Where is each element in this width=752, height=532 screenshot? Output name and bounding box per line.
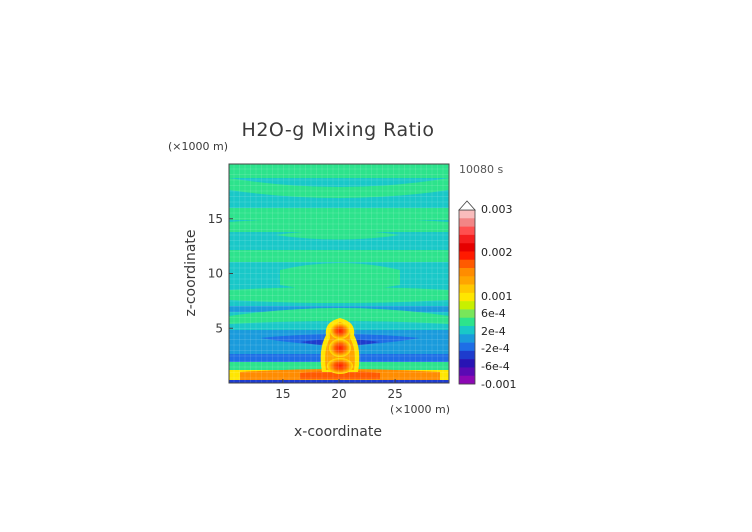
colorbar-segment <box>459 210 475 219</box>
band-9 <box>229 308 449 324</box>
band-5 <box>229 250 449 262</box>
x-unit-label: (×1000 m) <box>390 403 450 416</box>
colorbar-label: -0.001 <box>481 378 516 391</box>
x-tick-label: 15 <box>275 387 290 401</box>
band-7 <box>229 287 449 303</box>
colorbar-segment <box>459 292 475 302</box>
colorbar-segment <box>459 268 475 277</box>
colorbar-label: 0.003 <box>481 203 513 216</box>
colorbar-segment <box>459 309 475 319</box>
band-4 <box>275 230 400 240</box>
y-tick-label: 10 <box>208 267 223 281</box>
colorbar: 0.003 0.002 0.001 6e-4 2e-4 -2e-4 -6e-4 -0.001 <box>458 200 516 391</box>
colorbar-label: 0.002 <box>481 246 513 259</box>
y-tick-label: 5 <box>215 321 223 335</box>
colorbar-segment <box>459 317 475 327</box>
heatmap-field <box>229 164 449 383</box>
y-unit-label: (×1000 m) <box>168 140 228 153</box>
y-axis-label: z-coordinate <box>183 229 199 316</box>
band-3 <box>229 218 449 232</box>
colorbar-segment <box>459 367 475 377</box>
core-lower <box>327 358 353 374</box>
x-axis-label: x-coordinate <box>294 424 382 440</box>
core-middle <box>329 339 351 357</box>
colorbar-segment <box>459 218 475 227</box>
colorbar-segment <box>459 342 475 352</box>
y-axis: 5 10 15 <box>208 212 233 335</box>
colorbar-segment <box>459 334 475 343</box>
band-1 <box>229 178 449 198</box>
colorbar-segment <box>459 350 475 360</box>
grid <box>229 164 449 383</box>
colorbar-segment <box>459 276 475 285</box>
colorbar-segment <box>459 375 475 385</box>
colorbar-label: -6e-4 <box>481 360 510 373</box>
time-label: 10080 s <box>459 163 503 176</box>
bottom-red-layer <box>300 371 380 379</box>
core-upper <box>330 323 350 339</box>
colorbar-segment <box>459 301 475 310</box>
x-axis: 15 20 25 <box>275 379 403 401</box>
colorbar-segment <box>459 259 475 269</box>
colorbar-segment <box>459 359 475 368</box>
colorbar-segment <box>459 326 475 335</box>
x-tick-label: 25 <box>387 387 402 401</box>
colorbar-segment <box>459 234 475 244</box>
colorbar-label: 2e-4 <box>481 325 506 338</box>
colorbar-overflow-arrow <box>458 200 476 211</box>
colorbar-segment <box>459 251 475 261</box>
band-top <box>229 164 449 178</box>
y-tick-label: 15 <box>208 212 223 226</box>
colorbar-segment <box>459 243 475 252</box>
band-2 <box>229 208 449 220</box>
colorbar-label: 6e-4 <box>481 307 506 320</box>
x-tick-label: 20 <box>331 387 346 401</box>
colorbar-segment <box>459 226 475 236</box>
chart-title: H2O-g Mixing Ratio <box>242 119 435 141</box>
colorbar-segment <box>459 284 475 294</box>
colorbar-label: 0.001 <box>481 290 513 303</box>
colorbar-label: -2e-4 <box>481 342 510 355</box>
band-6 <box>280 263 400 291</box>
